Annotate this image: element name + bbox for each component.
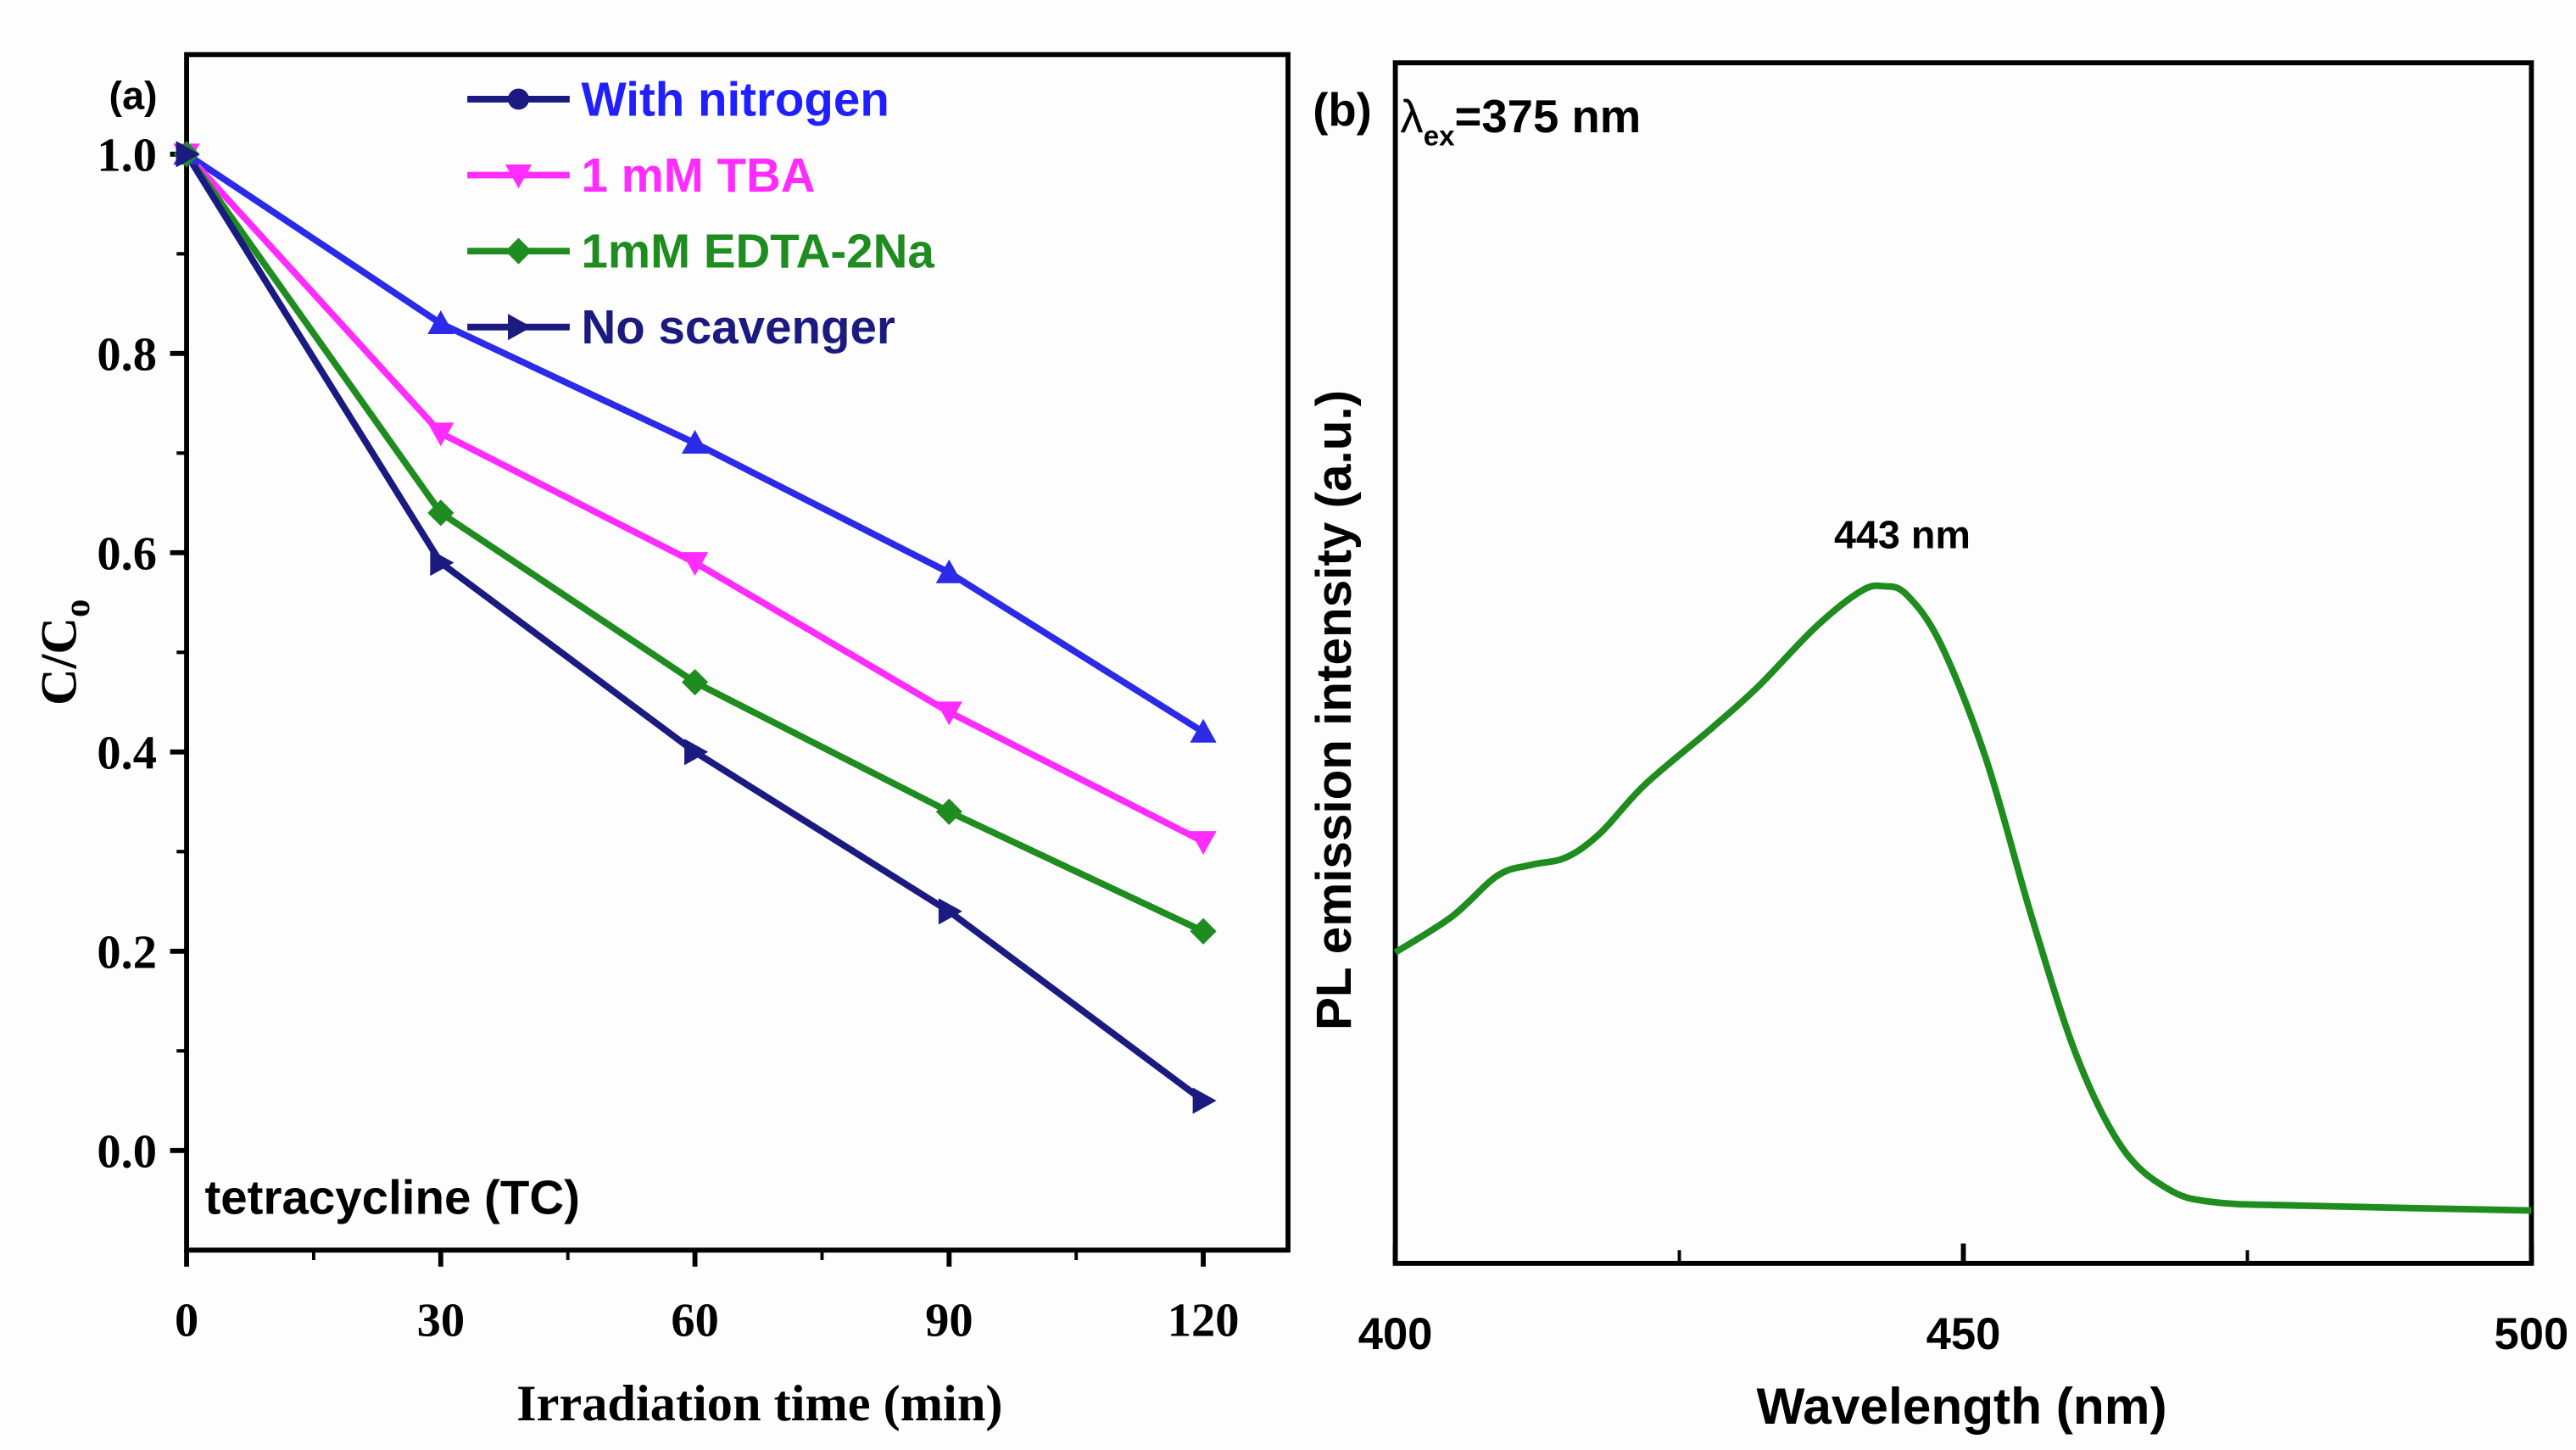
excitation-value: =375 nm: [1455, 91, 1642, 142]
x-tick-label-a: 120: [1168, 1295, 1240, 1347]
axis-ticks-a: 0 30 60 90 120 0.0 0.2 0.4 0.6 0.8 1.0: [97, 129, 1239, 1347]
y-tick-label-a: 0.4: [97, 727, 157, 779]
legend-item: With nitrogen: [467, 72, 889, 125]
y-tick-label-a: 0.0: [97, 1125, 157, 1178]
x-axis-title-b: Wavelength (nm): [1757, 1377, 2167, 1435]
legend-marker-icon: [505, 237, 532, 265]
excitation-subscript: ex: [1424, 120, 1455, 152]
legend-item: 1mM EDTA-2Na: [467, 225, 934, 278]
data-point-marker: [176, 141, 200, 168]
data-point-marker: [935, 798, 962, 825]
data-point-marker: [935, 559, 962, 583]
y-axis-title-a: C/Co: [31, 600, 98, 705]
data-point-marker: [681, 552, 709, 577]
x-tick-label-a: 0: [175, 1295, 198, 1347]
legend-a: With nitrogen 1 mM TBA 1mM EDTA-2Na No scav…: [467, 72, 934, 354]
data-point-marker: [681, 429, 709, 455]
excitation-label: λex=375 nm: [1400, 91, 1641, 153]
plot-frame-b: [1392, 60, 2534, 1266]
panel-label-a: (a): [109, 74, 158, 118]
panel-a-degradation-chart: 0 30 60 90 120 0.0 0.2 0.4 0.6 0.8 1.0 (a) tetracy…: [31, 52, 1291, 1432]
data-point-marker: [427, 422, 454, 447]
data-point-marker: [1192, 1087, 1217, 1114]
svg-text:C/Co: C/Co: [31, 600, 98, 705]
legend-item: 1 mM TBA: [467, 148, 816, 202]
x-tick-label-b: 500: [2495, 1309, 2569, 1359]
panel-label-b: (b): [1313, 84, 1372, 136]
data-point-marker: [938, 898, 962, 925]
data-point-marker: [1190, 831, 1217, 856]
pl-spectrum-line: [1393, 582, 2532, 1214]
y-tick-label-a: 0.6: [97, 527, 157, 580]
y-axis-title-b: PL emission intensity (a.u.): [1307, 390, 1362, 1030]
y-tick-label-a: 0.8: [97, 328, 157, 381]
legend-marker-icon: [508, 88, 529, 110]
legend-label: 1 mM TBA: [581, 148, 815, 202]
data-point-marker: [427, 310, 454, 335]
lambda-symbol: λ: [1400, 91, 1423, 142]
legend-label: With nitrogen: [581, 72, 889, 125]
legend-label: No scavenger: [581, 300, 895, 354]
panel-b-pl-spectrum: 400 450 500 (b) λex=375 nm 443 nm Waveleng…: [1307, 60, 2569, 1435]
axis-ticks-b: 400 450 500: [1358, 1243, 2569, 1359]
legend-label: 1mM EDTA-2Na: [581, 225, 934, 278]
x-axis-title-a: Irradiation time (min): [516, 1375, 1002, 1432]
y-axis-title-main: C/C: [31, 617, 88, 705]
data-point-marker: [1190, 917, 1217, 945]
legend-marker-icon: [505, 165, 532, 189]
data-point-marker: [684, 739, 709, 766]
peak-label: 443 nm: [1834, 513, 1971, 557]
x-tick-label-b: 450: [1926, 1309, 2001, 1359]
legend-marker-icon: [508, 314, 532, 341]
data-point-marker: [1190, 718, 1217, 743]
data-point-marker: [935, 701, 962, 726]
series-line-no-scavenger: [183, 152, 1206, 1104]
series-group-a: [173, 141, 1217, 1114]
y-axis-title-sub: o: [58, 600, 98, 617]
legend-item: No scavenger: [467, 300, 895, 354]
data-point-marker: [430, 549, 454, 577]
x-tick-label-b: 400: [1358, 1309, 1433, 1359]
annotation-tetracycline: tetracycline (TC): [204, 1170, 579, 1224]
x-tick-label-a: 60: [671, 1295, 718, 1347]
x-tick-label-a: 90: [925, 1295, 973, 1347]
y-tick-label-a: 0.2: [97, 926, 157, 979]
y-tick-label-a: 1.0: [97, 129, 157, 181]
x-tick-label-a: 30: [417, 1295, 465, 1347]
